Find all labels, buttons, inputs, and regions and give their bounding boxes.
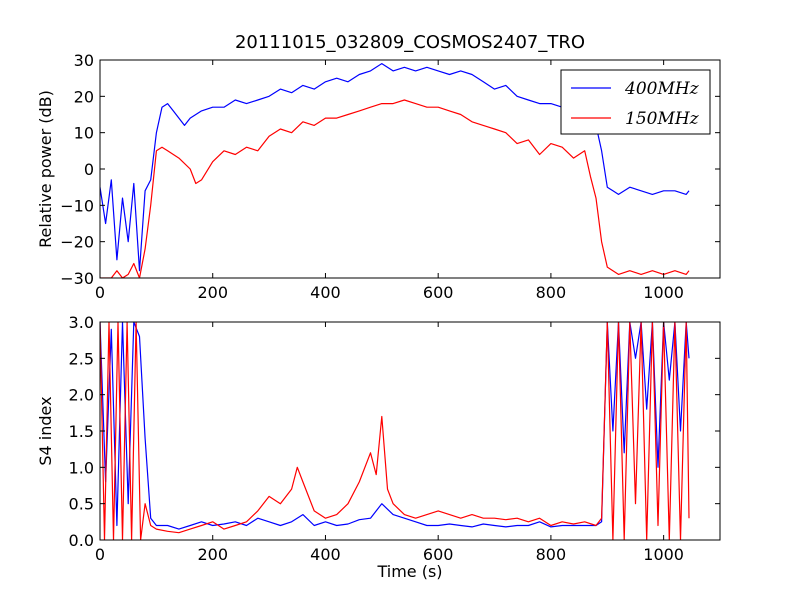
s4-xtick-label: 200	[197, 545, 228, 564]
power-panel: 0 200 400 600 800 1000 −30 −20 −10 0 10 20 30 Relativ…	[36, 51, 721, 302]
power-ytick-label: 0	[84, 160, 94, 179]
power-xtick-label: 400	[310, 283, 341, 302]
s4-ytick-label: 1.0	[69, 458, 94, 477]
s4-xtick-label: 800	[536, 545, 567, 564]
power-xtick-label: 200	[197, 283, 228, 302]
power-ytick-label: −10	[60, 196, 94, 215]
power-series-150mhz-line	[100, 99, 690, 278]
s4-series-150mhz-line	[100, 322, 690, 540]
s4-xlabel: Time (s)	[376, 562, 442, 581]
power-ytick-label: 30	[74, 51, 94, 70]
legend-label-400mhz: 400MHz	[624, 79, 700, 99]
power-ytick-label: −20	[60, 233, 94, 252]
s4-ytick-label: 2.0	[69, 386, 94, 405]
s4-ylabel: S4 index	[36, 396, 55, 465]
legend-box	[560, 69, 711, 135]
power-ytick-label: 20	[74, 87, 94, 106]
s4-xtick-label: 600	[423, 545, 454, 564]
power-xtick-label: 600	[423, 283, 454, 302]
s4-ytick-label: 2.5	[69, 349, 94, 368]
s4-ytick-label: 1.5	[69, 422, 94, 441]
power-ytick-label: −30	[60, 269, 94, 288]
s4-xtick-label: 400	[310, 545, 341, 564]
power-xtick-label: 800	[536, 283, 567, 302]
power-xtick-label: 0	[95, 283, 105, 302]
power-legend: 400MHz 150MHz	[560, 69, 711, 135]
power-ytick-label: 10	[74, 124, 94, 143]
s4-series-400mhz-line	[100, 322, 690, 530]
s4-panel: 0 200 400 600 800 1000 0.0 0.5 1.0 1.5 2.0 2.5 3.0 S4…	[36, 313, 721, 581]
s4-ytick-label: 3.0	[69, 313, 94, 332]
power-ylabel: Relative power (dB)	[36, 90, 55, 248]
power-xtick-label: 1000	[643, 283, 684, 302]
legend-label-150mhz: 150MHz	[625, 109, 700, 129]
figure-title: 20111015_032809_COSMOS2407_TRO	[235, 32, 585, 53]
s4-xtick-label: 0	[95, 545, 105, 564]
s4-xtick-label: 1000	[643, 545, 684, 564]
s4-ytick-label: 0.0	[69, 531, 94, 550]
s4-ytick-label: 0.5	[69, 495, 94, 514]
